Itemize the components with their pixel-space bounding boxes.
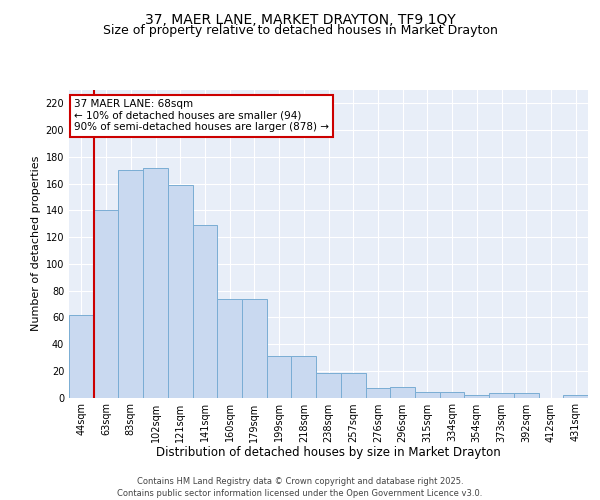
- Text: Contains HM Land Registry data © Crown copyright and database right 2025.
Contai: Contains HM Land Registry data © Crown c…: [118, 476, 482, 498]
- Bar: [316, 374, 341, 398]
- Bar: [489, 394, 514, 398]
- Text: 37, MAER LANE, MARKET DRAYTON, TF9 1QY: 37, MAER LANE, MARKET DRAYTON, TF9 1QY: [145, 12, 455, 26]
- Bar: [118, 170, 143, 398]
- Bar: [464, 395, 489, 398]
- Bar: [514, 394, 539, 398]
- Bar: [69, 314, 94, 398]
- Y-axis label: Number of detached properties: Number of detached properties: [31, 156, 41, 332]
- Bar: [390, 387, 415, 398]
- Bar: [168, 185, 193, 398]
- Bar: [193, 225, 217, 398]
- Bar: [267, 356, 292, 398]
- Bar: [440, 392, 464, 398]
- Text: Size of property relative to detached houses in Market Drayton: Size of property relative to detached ho…: [103, 24, 497, 37]
- Bar: [341, 374, 365, 398]
- Bar: [415, 392, 440, 398]
- Bar: [94, 210, 118, 398]
- Bar: [292, 356, 316, 398]
- Bar: [242, 298, 267, 398]
- X-axis label: Distribution of detached houses by size in Market Drayton: Distribution of detached houses by size …: [156, 446, 501, 459]
- Bar: [143, 168, 168, 398]
- Text: 37 MAER LANE: 68sqm
← 10% of detached houses are smaller (94)
90% of semi-detach: 37 MAER LANE: 68sqm ← 10% of detached ho…: [74, 99, 329, 132]
- Bar: [563, 395, 588, 398]
- Bar: [365, 388, 390, 398]
- Bar: [217, 298, 242, 398]
